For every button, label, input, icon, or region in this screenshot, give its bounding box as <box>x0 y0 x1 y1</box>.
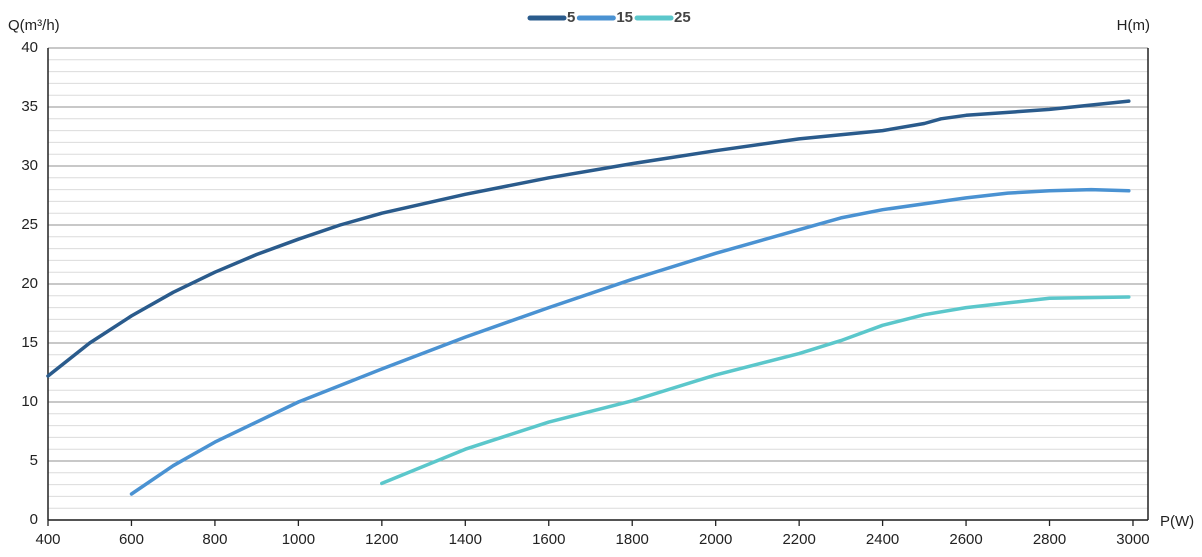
y-tick-label: 15 <box>21 334 38 351</box>
y-axis-label: Q(m³/h) <box>8 17 60 34</box>
y-tick-label: 0 <box>30 511 38 528</box>
y-tick-label: 10 <box>21 393 38 410</box>
x-tick-label: 1600 <box>532 531 565 548</box>
legend-label: 15 <box>616 9 633 26</box>
x-tick-label: 2400 <box>866 531 899 548</box>
x-tick-label: 400 <box>35 531 60 548</box>
x-tick-label: 3000 <box>1116 531 1149 548</box>
series-line <box>380 295 1131 486</box>
series-line <box>46 99 1131 378</box>
x-tick-label: 1400 <box>449 531 482 548</box>
x-tick-label: 600 <box>119 531 144 548</box>
x-tick-label: 1200 <box>365 531 398 548</box>
y-tick-label: 25 <box>21 216 38 233</box>
y-tick-label: 30 <box>21 157 38 174</box>
x-tick-label: 800 <box>202 531 227 548</box>
x-tick-label: 2000 <box>699 531 732 548</box>
y-tick-label: 5 <box>30 452 38 469</box>
x-tick-label: 2600 <box>949 531 982 548</box>
x-tick-label: 1000 <box>282 531 315 548</box>
x-axis-label: P(W) <box>1160 513 1194 530</box>
x-tick-label: 2200 <box>782 531 815 548</box>
y-tick-label: 40 <box>21 39 38 56</box>
series-line <box>129 187 1131 496</box>
y2-axis-label: H(m) <box>1117 17 1150 34</box>
x-tick-label: 2800 <box>1033 531 1066 548</box>
legend-label: 5 <box>567 9 575 26</box>
x-tick-label: 1800 <box>616 531 649 548</box>
legend-label: 25 <box>674 9 691 26</box>
y-tick-label: 35 <box>21 98 38 115</box>
y-tick-label: 20 <box>21 275 38 292</box>
